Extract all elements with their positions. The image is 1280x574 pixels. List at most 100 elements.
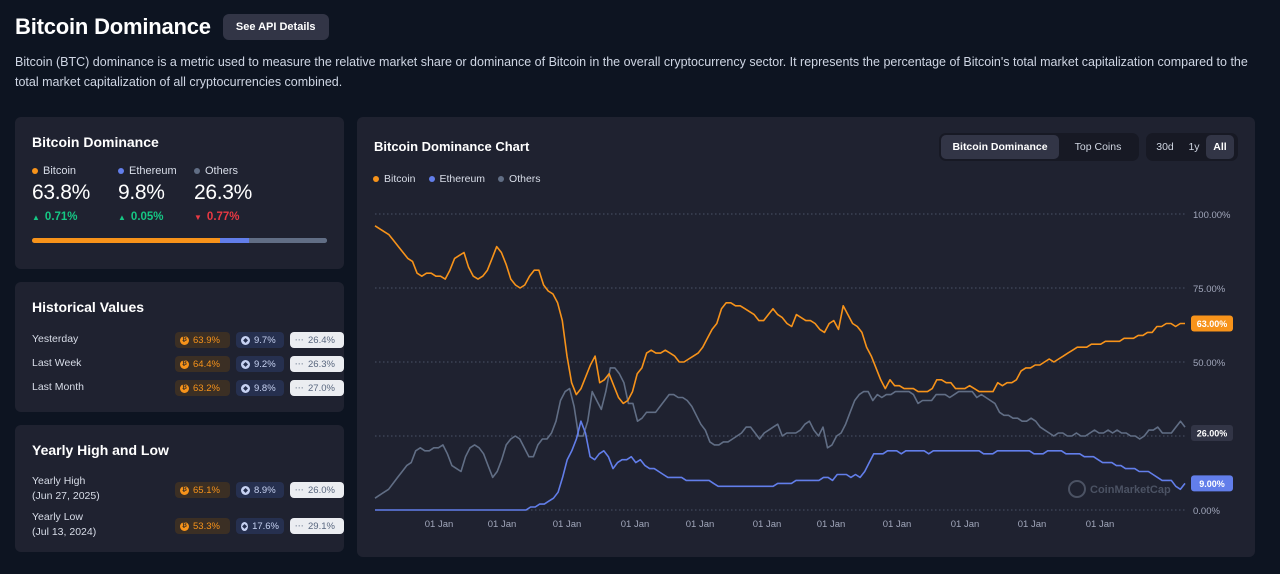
see-api-details-button[interactable]: See API Details: [222, 14, 329, 40]
end-value-badge-others: [1191, 425, 1233, 442]
others-dot-icon: [194, 168, 200, 174]
others-value: 26.0%: [308, 484, 335, 496]
ethereum-dot-icon: [118, 168, 124, 174]
tab-bitcoin-dominance[interactable]: Bitcoin Dominance: [941, 135, 1059, 159]
ellipsis-icon: ···: [295, 359, 304, 369]
ellipsis-icon: ···: [295, 521, 304, 531]
end-value-label-bitcoin: 63.00%: [1197, 319, 1228, 329]
legend-ethereum[interactable]: Ethereum: [428, 173, 486, 185]
others-value: 27.0%: [308, 382, 335, 394]
bitcoin-icon: ₿: [180, 335, 189, 345]
others-pill: ··· 26.4%: [290, 332, 344, 348]
row-label: Yesterday: [32, 333, 79, 345]
y-tick-label: 75.00%: [1193, 284, 1226, 295]
dominance-bitcoin-label: Bitcoin: [43, 165, 77, 177]
historical-values-title: Historical Values: [32, 299, 145, 315]
dominance-others: Others 26.3% ▼ 0.77%: [194, 165, 252, 223]
dominance-ethereum-value: 9.8%: [118, 181, 165, 204]
range-1y[interactable]: 1y: [1188, 141, 1200, 153]
eth-pill: ◆ 9.2%: [236, 356, 284, 372]
x-tick-label: 01 Jan: [488, 519, 517, 530]
dominance-bitcoin: Bitcoin 63.8% ▲ 0.71%: [32, 165, 90, 223]
legend-others[interactable]: Others: [498, 173, 541, 185]
chart-tabs: Bitcoin Dominance Top Coins: [939, 133, 1139, 161]
page-description: Bitcoin (BTC) dominance is a metric used…: [15, 55, 1248, 89]
series-line-bitcoin: [374, 225, 1185, 405]
row-label: Last Month: [32, 381, 84, 393]
bitcoin-icon: ₿: [180, 485, 189, 495]
others-pill: ··· 26.3%: [290, 356, 344, 372]
others-pill: ··· 29.1%: [290, 518, 344, 534]
tab-top-coins[interactable]: Top Coins: [1074, 141, 1122, 153]
ethereum-dot-icon: [428, 176, 435, 182]
row-date: (Jul 13, 2024): [32, 526, 97, 538]
bitcoin-icon: ₿: [180, 383, 189, 393]
yearly-row: Yearly Low (Jul 13, 2024) ₿ 53.3% ◆ 17.6% …: [32, 511, 344, 538]
btc-value: 53.3%: [193, 520, 220, 532]
eth-pill: ◆ 17.6%: [236, 518, 284, 534]
dominance-others-value: 26.3%: [194, 181, 253, 204]
bitcoin-icon: ₿: [180, 359, 189, 369]
y-tick-label: 100.00%: [1193, 210, 1231, 221]
end-value-label-ethereum: 9.00%: [1199, 479, 1225, 489]
yearly-high-low-title: Yearly High and Low: [32, 442, 169, 458]
eth-value: 9.2%: [254, 358, 276, 370]
historical-row: Yesterday ₿ 63.9% ◆ 9.7% ··· 26.4%: [32, 332, 344, 350]
y-tick-label: 0.00%: [1193, 506, 1220, 517]
ethereum-icon: ◆: [241, 335, 250, 345]
ellipsis-icon: ···: [295, 485, 304, 495]
others-value: 26.3%: [308, 358, 335, 370]
range-all[interactable]: All: [1206, 135, 1234, 159]
coinmarketcap-logo-icon: [1068, 480, 1086, 498]
x-tick-label: 01 Jan: [883, 519, 912, 530]
legend-bitcoin[interactable]: Bitcoin: [373, 173, 416, 185]
row-label: Yearly Low: [32, 511, 83, 523]
range-30d[interactable]: 30d: [1156, 141, 1174, 153]
share-bar-ethereum: [220, 238, 250, 243]
ellipsis-icon: ···: [295, 383, 304, 393]
btc-pill: ₿ 63.9%: [175, 332, 230, 348]
bitcoin-dot-icon: [32, 168, 38, 174]
btc-pill: ₿ 64.4%: [175, 356, 230, 372]
others-pill: ··· 26.0%: [290, 482, 344, 498]
range-selector: 30d 1y All: [1146, 133, 1238, 161]
triangle-down-icon: ▼: [194, 212, 202, 222]
chart-title: Bitcoin Dominance Chart: [374, 139, 530, 154]
eth-value: 9.7%: [254, 334, 276, 346]
x-tick-label: 01 Jan: [1086, 519, 1115, 530]
legend-ethereum-label: Ethereum: [439, 173, 486, 185]
ethereum-icon: ◆: [241, 383, 250, 393]
share-bar-others: [249, 238, 327, 243]
bitcoin-dot-icon: [373, 176, 379, 182]
x-tick-label: 01 Jan: [686, 519, 715, 530]
dominance-ethereum-label: Ethereum: [129, 165, 177, 177]
btc-pill: ₿ 63.2%: [175, 380, 230, 396]
dominance-card: Bitcoin Dominance Bitcoin 63.8% ▲ 0.71% E…: [15, 117, 344, 269]
dominance-ethereum: Ethereum 9.8% ▲ 0.05%: [118, 165, 177, 223]
x-tick-label: 01 Jan: [753, 519, 782, 530]
yearly-row: Yearly High (Jun 27, 2025) ₿ 65.1% ◆ 8.9% …: [32, 475, 344, 502]
dominance-others-label: Others: [205, 165, 239, 177]
btc-pill: ₿ 65.1%: [175, 482, 230, 498]
row-date: (Jun 27, 2025): [32, 490, 100, 502]
end-value-badge-ethereum: [1191, 475, 1233, 492]
row-label: Last Week: [32, 357, 82, 369]
ethereum-icon: ◆: [241, 359, 250, 369]
eth-pill: ◆ 8.9%: [236, 482, 284, 498]
ethereum-icon: ◆: [241, 521, 249, 531]
row-label: Yearly High: [32, 475, 86, 487]
dominance-ethereum-change: 0.05%: [130, 211, 164, 223]
others-pill: ··· 27.0%: [290, 380, 344, 396]
eth-pill: ◆ 9.8%: [236, 380, 284, 396]
page-header: Bitcoin Dominance See API Details: [15, 14, 329, 40]
eth-value: 17.6%: [252, 520, 279, 532]
x-tick-label: 01 Jan: [621, 519, 650, 530]
ellipsis-icon: ···: [295, 335, 304, 345]
btc-value: 64.4%: [193, 358, 220, 370]
x-tick-label: 01 Jan: [1018, 519, 1047, 530]
btc-value: 63.9%: [193, 334, 220, 346]
x-tick-label: 01 Jan: [817, 519, 846, 530]
end-value-badge-bitcoin: [1191, 315, 1233, 332]
others-value: 26.4%: [308, 334, 335, 346]
